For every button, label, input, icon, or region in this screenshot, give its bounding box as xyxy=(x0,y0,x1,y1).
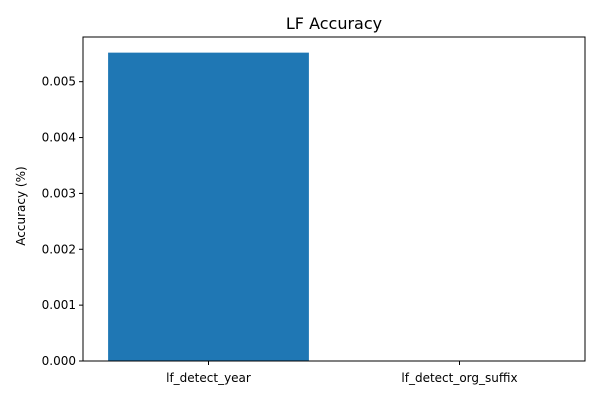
plot-area: lf_detect_year lf_detect_org_suffix 0.000 0… xyxy=(42,36,586,385)
x-tick-label-lf_detect_org_suffix: lf_detect_org_suffix xyxy=(401,371,517,385)
chart-title: LF Accuracy xyxy=(286,14,382,33)
bar-lf_detect_year xyxy=(108,52,309,361)
y-tick-label: 0.002 xyxy=(42,242,76,256)
y-tick-label: 0.003 xyxy=(42,186,76,200)
y-tick-label: 0.000 xyxy=(42,354,76,368)
x-tick-label-lf_detect_year: lf_detect_year xyxy=(166,371,251,385)
y-tick-label: 0.004 xyxy=(42,131,76,145)
y-tick-label: 0.005 xyxy=(42,75,76,89)
y-tick-label: 0.001 xyxy=(42,298,76,312)
axes-frame xyxy=(82,36,586,362)
y-axis-label: Accuracy (%) xyxy=(14,166,28,245)
